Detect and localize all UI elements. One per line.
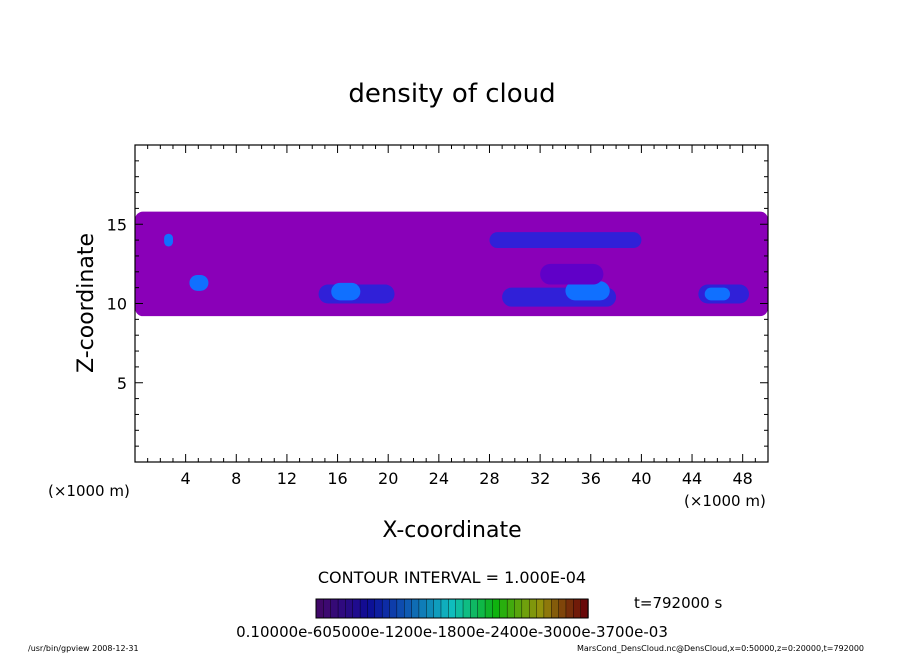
x-tick-label: 8 — [231, 469, 241, 488]
colorbar-segment — [484, 598, 494, 619]
colorbar-segment — [558, 598, 567, 619]
colorbar-tick-labels: 0.10000e-605000e-1200e-1800e-2400e-3000e… — [236, 623, 668, 641]
colorbar-segment — [440, 598, 450, 619]
colorbar-segment — [404, 598, 413, 619]
colorbar-segment — [337, 598, 347, 619]
colorbar-segment — [396, 598, 405, 619]
x-tick-label: 28 — [479, 469, 499, 488]
colorbar-segment — [477, 598, 486, 619]
colorbar-segment — [514, 598, 523, 619]
colorbar-segment — [492, 598, 501, 619]
cloud-region-high — [164, 233, 173, 247]
colorbar-segment — [565, 598, 574, 619]
y-axis-label: Z-coordinate — [74, 233, 99, 373]
y-tick-labels: 5 10 15 — [107, 215, 127, 393]
colorbar-segment — [506, 598, 516, 619]
x-tick-label: 40 — [631, 469, 651, 488]
colorbar-segment — [330, 598, 339, 619]
colorbar-segment — [462, 598, 472, 619]
colorbar-segment — [359, 598, 369, 619]
y-axis-unit: (×1000 m) — [48, 482, 130, 500]
colorbar-segment — [323, 598, 332, 619]
x-tick-label: 4 — [181, 469, 191, 488]
colorbar-segment — [345, 598, 354, 619]
colorbar-segment — [543, 598, 552, 619]
colorbar-segment — [315, 598, 325, 619]
cloud-region-mid — [489, 232, 642, 249]
colorbar-segment — [521, 598, 530, 619]
y-tick-label: 15 — [107, 215, 127, 234]
x-tick-labels: 4 8 12 16 20 24 28 32 36 40 44 48 — [181, 469, 753, 488]
cloud-region-high — [331, 282, 361, 301]
colorbar-segment — [499, 598, 508, 619]
colorbar-segment — [367, 598, 376, 619]
cloud-region-high — [704, 287, 731, 301]
colorbar-segment — [433, 598, 442, 619]
colorbar-segment — [455, 598, 464, 619]
colorbar-segment — [448, 598, 457, 619]
colorbar-segment — [551, 598, 560, 619]
x-tick-label: 36 — [581, 469, 601, 488]
x-tick-label: 24 — [429, 469, 449, 488]
plot-area — [134, 144, 769, 463]
colorbar — [315, 598, 589, 619]
x-tick-label: 44 — [682, 469, 702, 488]
cloud-density-layer — [135, 211, 768, 317]
axis-ticks — [135, 145, 768, 462]
colorbar-segment — [374, 598, 383, 619]
x-tick-label: 48 — [733, 469, 753, 488]
colorbar-segment — [389, 598, 398, 619]
colorbar-segment — [573, 598, 582, 619]
colorbar-segment — [580, 598, 589, 619]
x-tick-label: 32 — [530, 469, 550, 488]
cloud-region-high — [565, 281, 610, 301]
x-axis-unit: (×1000 m) — [684, 492, 766, 510]
x-axis-label: X-coordinate — [382, 518, 521, 543]
y-tick-label: 5 — [117, 374, 127, 393]
colorbar-segment — [411, 598, 420, 619]
colorbar-segment — [470, 598, 479, 619]
colorbar-frame — [315, 598, 589, 619]
time-label: t=792000 s — [634, 594, 722, 612]
colorbar-segment — [352, 598, 361, 619]
x-tick-label: 16 — [327, 469, 347, 488]
cloud-region-high — [189, 274, 209, 291]
cloud-region-mid_low — [540, 263, 604, 285]
colorbar-segment — [536, 598, 545, 619]
chart-title: density of cloud — [348, 79, 555, 109]
colorbar-segment — [426, 598, 435, 619]
contour-interval-label: CONTOUR INTERVAL = 1.000E-04 — [318, 568, 586, 587]
colorbar-segment — [381, 598, 391, 619]
y-tick-label: 10 — [107, 295, 127, 314]
colorbar-segment — [528, 598, 538, 619]
cloud-region-low — [135, 211, 768, 317]
x-tick-label: 20 — [378, 469, 398, 488]
footer-left: /usr/bin/gpview 2008-12-31 — [28, 644, 139, 653]
colorbar-segment — [418, 598, 427, 619]
footer-right: MarsCond_DensCloud.nc@DensCloud,x=0:5000… — [577, 644, 864, 653]
x-tick-label: 12 — [277, 469, 297, 488]
